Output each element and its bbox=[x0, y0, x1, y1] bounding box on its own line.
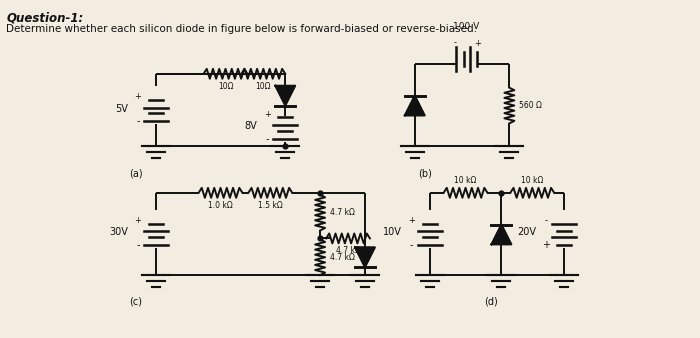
Text: +: + bbox=[542, 240, 550, 250]
Text: -: - bbox=[454, 39, 457, 48]
Polygon shape bbox=[491, 224, 512, 244]
Text: 10 kΩ: 10 kΩ bbox=[521, 176, 543, 185]
Text: +: + bbox=[264, 110, 271, 119]
Text: 1.0 kΩ: 1.0 kΩ bbox=[208, 201, 233, 210]
Text: 100 V: 100 V bbox=[454, 22, 480, 31]
Text: (d): (d) bbox=[484, 297, 498, 307]
Text: -: - bbox=[545, 216, 547, 225]
Text: -: - bbox=[136, 116, 139, 126]
Text: 1.5 kΩ: 1.5 kΩ bbox=[258, 201, 283, 210]
Polygon shape bbox=[275, 86, 295, 105]
Polygon shape bbox=[405, 96, 425, 116]
Text: 30V: 30V bbox=[109, 227, 128, 238]
Text: 10Ω: 10Ω bbox=[218, 82, 233, 91]
Text: -: - bbox=[136, 240, 139, 250]
Text: 4.7 kΩ: 4.7 kΩ bbox=[335, 246, 361, 255]
Text: 5V: 5V bbox=[115, 103, 128, 114]
Text: 8V: 8V bbox=[244, 121, 258, 131]
Text: +: + bbox=[408, 216, 415, 225]
Polygon shape bbox=[355, 247, 375, 267]
Text: (c): (c) bbox=[130, 297, 142, 307]
Text: 10 kΩ: 10 kΩ bbox=[454, 176, 477, 185]
Text: 20V: 20V bbox=[517, 227, 536, 238]
Text: +: + bbox=[134, 92, 141, 101]
Text: +: + bbox=[134, 216, 141, 225]
Text: +: + bbox=[474, 39, 481, 48]
Text: -: - bbox=[410, 240, 414, 250]
Text: 4.7 kΩ: 4.7 kΩ bbox=[330, 253, 355, 262]
Text: 560 Ω: 560 Ω bbox=[519, 101, 542, 110]
Text: 10V: 10V bbox=[383, 227, 402, 238]
Text: (b): (b) bbox=[418, 168, 432, 178]
Text: Determine whether each silicon diode in figure below is forward-biased or revers: Determine whether each silicon diode in … bbox=[6, 24, 477, 34]
Text: 4.7 kΩ: 4.7 kΩ bbox=[330, 208, 355, 217]
Text: Question-1:: Question-1: bbox=[6, 11, 83, 24]
Text: -: - bbox=[265, 134, 269, 144]
Text: 10Ω: 10Ω bbox=[256, 82, 271, 91]
Text: (a): (a) bbox=[129, 168, 143, 178]
